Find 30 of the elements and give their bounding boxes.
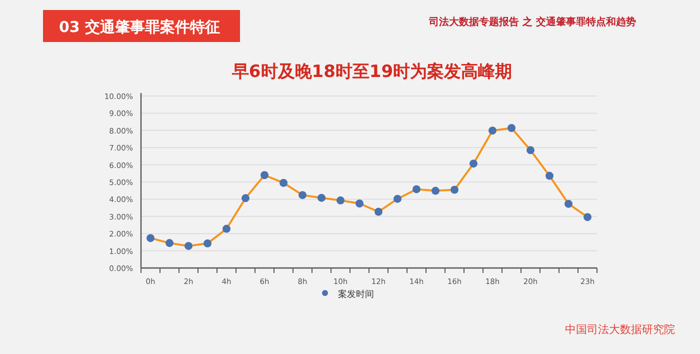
point [204, 239, 212, 248]
point [356, 200, 364, 208]
point [280, 178, 288, 187]
text: 司法大数据专题报告 之 交通肇事罪特点和趋势 [428, 16, 636, 28]
point [470, 160, 478, 168]
point [584, 213, 592, 222]
point [318, 194, 326, 202]
point [564, 200, 572, 208]
point [336, 196, 344, 204]
point [184, 242, 192, 250]
point [242, 194, 250, 202]
point [166, 239, 174, 248]
point [508, 124, 516, 132]
text: 中国司法大数据研究院 [565, 323, 675, 336]
point [526, 146, 534, 154]
point [146, 234, 154, 242]
point [546, 172, 554, 180]
point [374, 208, 382, 216]
point [394, 194, 402, 203]
chart-title: 早6时及晚18时至19时为案发高峰期 [230, 61, 512, 82]
point [432, 186, 440, 195]
point [488, 126, 496, 135]
point [412, 185, 420, 194]
point [222, 224, 230, 233]
legend: 案发时间 [322, 290, 374, 300]
legend-label: 案发时间 [338, 289, 374, 300]
point [260, 171, 268, 180]
point [450, 186, 458, 194]
point [298, 191, 306, 200]
text: 03 交通肇事罪案件特征 [59, 18, 220, 36]
